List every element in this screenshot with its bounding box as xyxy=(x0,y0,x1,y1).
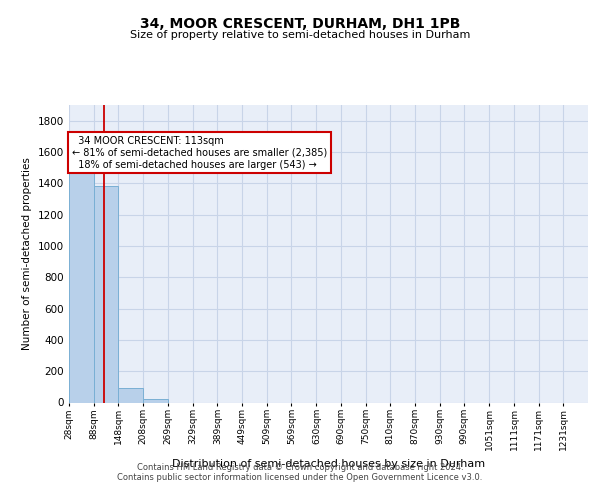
Bar xyxy=(118,388,143,402)
Text: 34 MOOR CRESCENT: 113sqm
← 81% of semi-detached houses are smaller (2,385)
  18%: 34 MOOR CRESCENT: 113sqm ← 81% of semi-d… xyxy=(72,136,327,170)
Bar xyxy=(69,169,94,402)
Bar xyxy=(94,186,118,402)
X-axis label: Distribution of semi-detached houses by size in Durham: Distribution of semi-detached houses by … xyxy=(172,458,485,468)
Y-axis label: Number of semi-detached properties: Number of semi-detached properties xyxy=(22,158,32,350)
Text: Contains HM Land Registry data © Crown copyright and database right 2024.: Contains HM Land Registry data © Crown c… xyxy=(137,462,463,471)
Text: 34, MOOR CRESCENT, DURHAM, DH1 1PB: 34, MOOR CRESCENT, DURHAM, DH1 1PB xyxy=(140,18,460,32)
Bar xyxy=(143,398,168,402)
Text: Contains public sector information licensed under the Open Government Licence v3: Contains public sector information licen… xyxy=(118,472,482,482)
Text: Size of property relative to semi-detached houses in Durham: Size of property relative to semi-detach… xyxy=(130,30,470,40)
